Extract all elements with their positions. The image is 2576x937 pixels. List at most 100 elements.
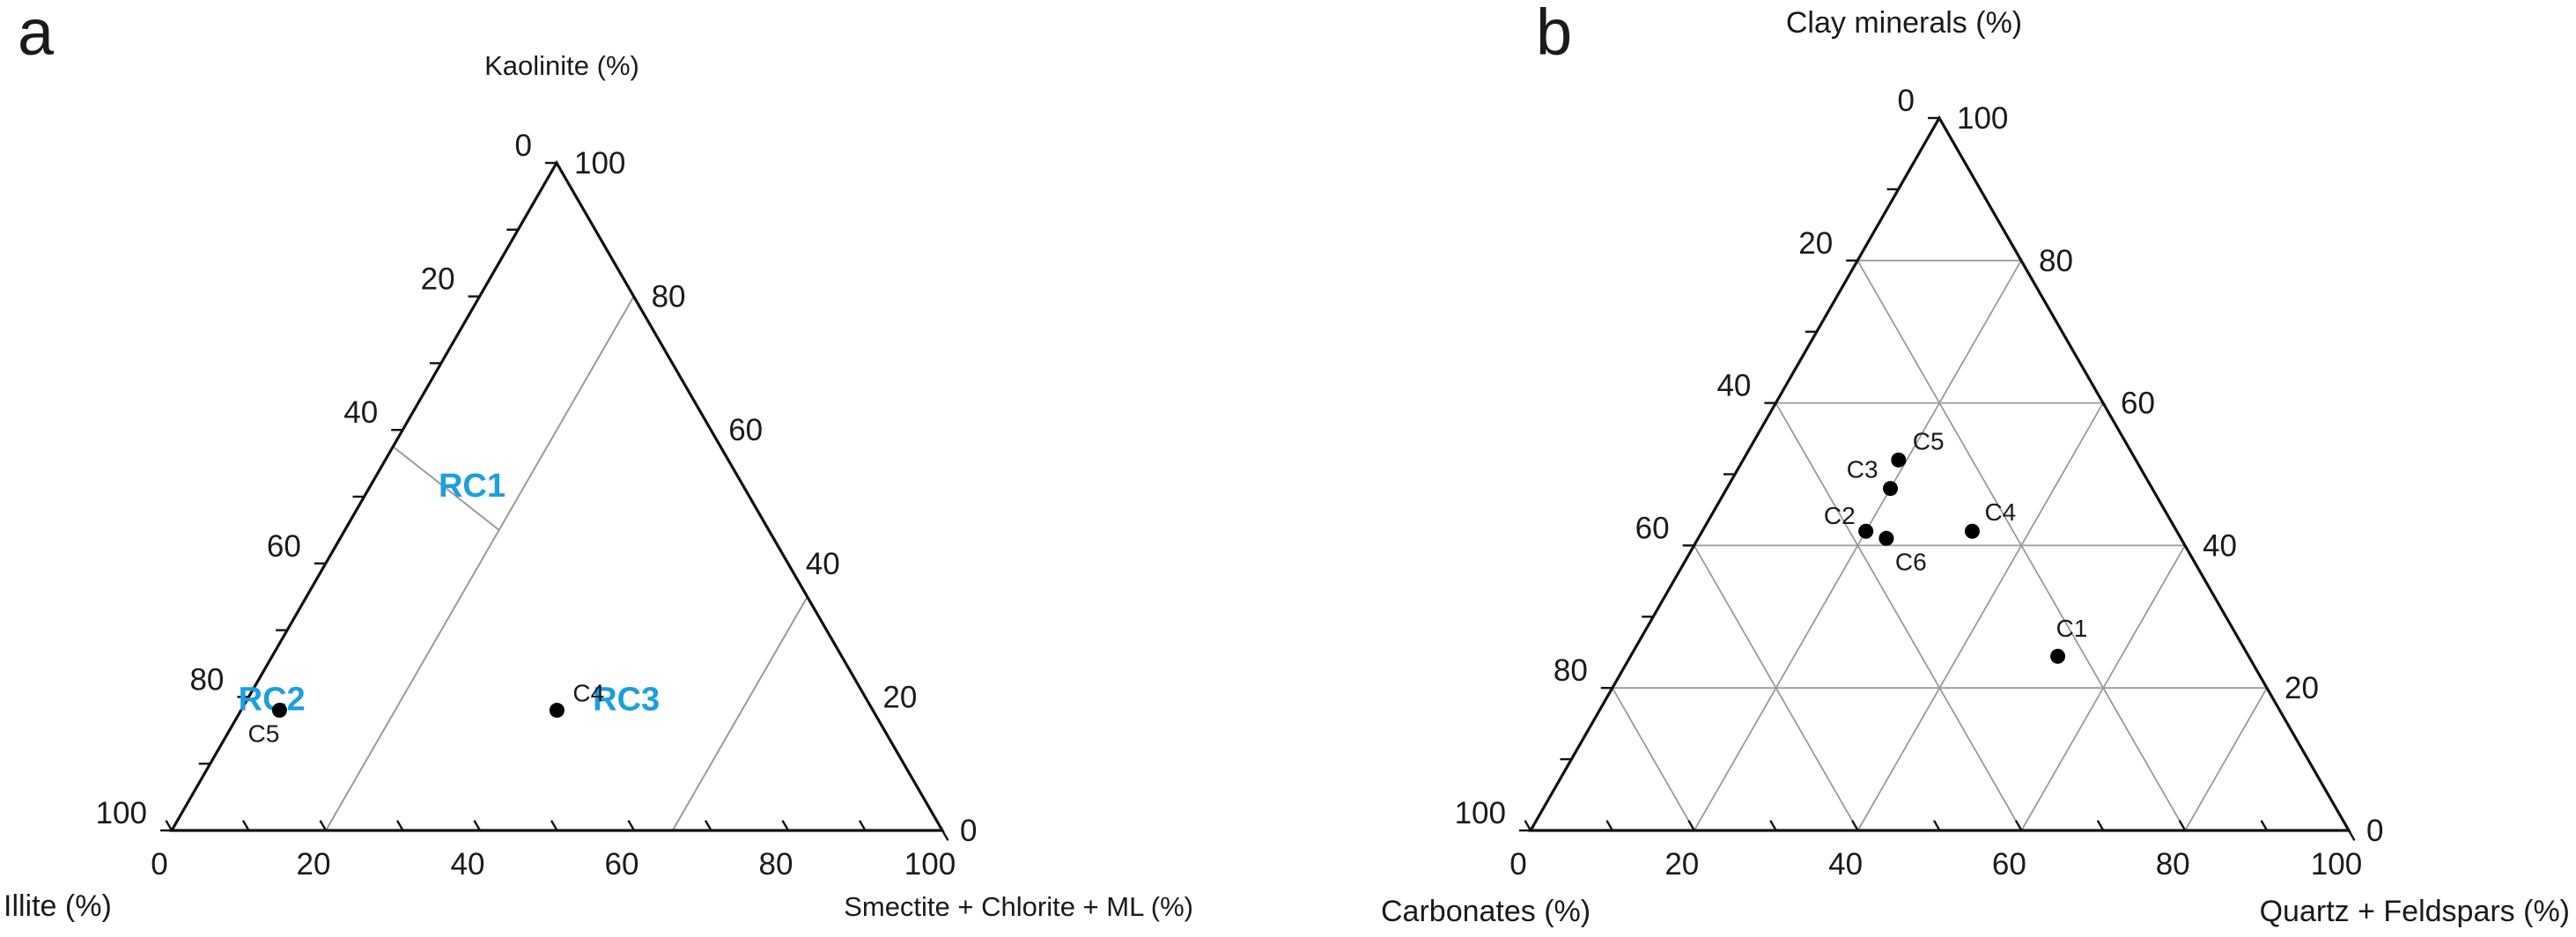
panel-a-bottom-tick: [319, 820, 328, 831]
panel-b-grid: [1612, 259, 2268, 831]
panel-b-right-tick-label: 40: [2203, 528, 2237, 563]
panel-a-axis-top-title: Kaolinite (%): [484, 50, 639, 81]
panel-a-bottom-tick: [858, 820, 867, 831]
panel-b-right-tick: [2265, 687, 2274, 699]
region-label-rc3: RC3: [593, 682, 660, 719]
panel-a-right-tick: [671, 362, 679, 374]
panel-b-grid-line: [1612, 687, 1695, 831]
panel-b-right-tick: [2019, 260, 2028, 271]
point-c2: [1858, 523, 1874, 539]
panel-a-left-tick-label: 60: [267, 529, 301, 564]
panel-b-right-tick: [2183, 544, 2192, 557]
panel-b-points: C5 C3 C2 C4 C6 C1: [1824, 427, 2087, 664]
panel-a-bottom-tick-label: 40: [451, 847, 485, 882]
panel-b-right-tick-label: 100: [1957, 101, 2008, 136]
panel-a-right-tick: [786, 563, 795, 574]
panel-a-bottom-tick-label: 20: [297, 847, 331, 882]
panel-a-letter: a: [18, 0, 55, 69]
point-c5: [1891, 452, 1907, 468]
panel-a-bottom-tick-label: 0: [151, 847, 167, 882]
panel-b-right-tick: [2225, 616, 2233, 628]
panel-b-grid-line: [2020, 544, 2186, 831]
panel-b-left-tick-label: 60: [1635, 511, 1670, 545]
panel-a-right-tick: [710, 429, 718, 441]
panel-b-bottom-tick: [2178, 820, 2187, 831]
panel-a-points: C5 C4: [248, 680, 605, 748]
panel-b-bottom-tick: [2260, 820, 2269, 831]
panel-a-right-tick-label: 0: [960, 814, 977, 848]
panel-a-right-tick: [941, 830, 949, 841]
panel-a-left-tick-label: 0: [515, 129, 532, 163]
panel-a-right-tick-label: 40: [806, 547, 840, 581]
panel-b-right-tick-label: 0: [2366, 814, 2383, 848]
panel-b-right-tick: [2143, 473, 2152, 485]
panel-b-right-tick: [2347, 830, 2356, 841]
panel-b-grid-line: [1775, 402, 2023, 831]
region-label-rc1: RC1: [439, 468, 506, 505]
panel-a-right-tick-label: 80: [652, 280, 686, 314]
point-label-c3: C3: [1847, 456, 1878, 483]
point-c4: [1964, 523, 1980, 539]
panel-a-right-tick: [632, 296, 641, 307]
panel-b-bottom-tick: [1851, 820, 1859, 831]
panel-b-right-tick: [1979, 188, 1988, 200]
panel-b-bottom-tick-label: 60: [1992, 847, 2026, 882]
point-label-c2: C2: [1824, 502, 1856, 529]
panel-b-bottom-tick-label: 100: [2311, 847, 2362, 882]
panel-a-right-tick-label: 20: [882, 680, 917, 714]
panel-a-bottom-tick: [627, 820, 636, 831]
panel-a-left-tick-label: 100: [96, 796, 147, 830]
panel-a-right-tick: [903, 763, 911, 775]
panel-b-grid-line: [1693, 544, 1859, 831]
panel-b-bottom-tick: [2342, 820, 2351, 831]
panel-b-right-tick-label: 20: [2284, 671, 2319, 705]
panel-b-right-tick-label: 60: [2121, 387, 2155, 421]
panel-a-bottom-tick-label: 100: [904, 847, 956, 882]
panel-a-right-tick: [594, 229, 602, 240]
panel-b-right-tick: [2101, 402, 2110, 414]
panel-a-bottom-tick: [550, 820, 558, 831]
panel-a-frame: [169, 159, 945, 832]
panel-b-bottom-tick: [1687, 820, 1695, 831]
panel-a-left-tick-label: 40: [343, 395, 378, 430]
panel-b-bottom-tick: [2096, 820, 2105, 831]
region-label-rc2: RC2: [239, 682, 306, 719]
panel-b-bottom-tick: [1932, 820, 1941, 831]
point-label-c6: C6: [1895, 548, 1927, 575]
panel-a-left-tick-label: 20: [421, 262, 455, 297]
panel-b-right-tick: [1938, 117, 1946, 129]
panel-b-bottom-tick-label: 0: [1509, 847, 1526, 882]
panel-b-triangle-outline: [1528, 114, 2351, 832]
panel-b-bottom-tick: [1605, 820, 1613, 831]
panel-a-right-tick: [748, 496, 757, 507]
panel-a-bottom-tick: [704, 820, 712, 831]
point-label-c5: C5: [248, 720, 280, 748]
panel-a-bottom-tick: [473, 820, 482, 831]
point-c3: [1883, 481, 1899, 497]
panel-a-axis-left-title: Illite (%): [4, 889, 112, 923]
panel-b-bottom-tick: [2014, 820, 2023, 831]
panel-b-bottom-tick: [1524, 820, 1532, 831]
panel-a-right-tick: [555, 162, 564, 173]
panel-b-left-tick-label: 0: [1898, 84, 1915, 118]
panel-a-right-tick: [864, 696, 872, 708]
point-label-c4: C4: [1984, 498, 2016, 526]
panel-b-left-tick-label: 40: [1716, 369, 1751, 403]
panel-b-bottom-tick-label: 40: [1828, 847, 1863, 882]
panel-b-right-tick: [2061, 331, 2070, 343]
panel-b-right-tick: [2307, 758, 2315, 771]
panel-a-triangle-outline: [169, 159, 945, 832]
panel-a-bottom-tick: [241, 820, 250, 831]
panel-b-bottom-tick-label: 20: [1664, 847, 1699, 882]
point-c6: [1878, 530, 1894, 546]
panel-a-bottom-tick: [781, 820, 790, 831]
panel-a-right-tick: [825, 630, 834, 641]
panel-b-left-tick-label: 100: [1455, 796, 1506, 830]
panel-b-axis-left-title: Carbonates (%): [1381, 895, 1591, 928]
panel-a-left-tick-label: 80: [189, 662, 224, 697]
